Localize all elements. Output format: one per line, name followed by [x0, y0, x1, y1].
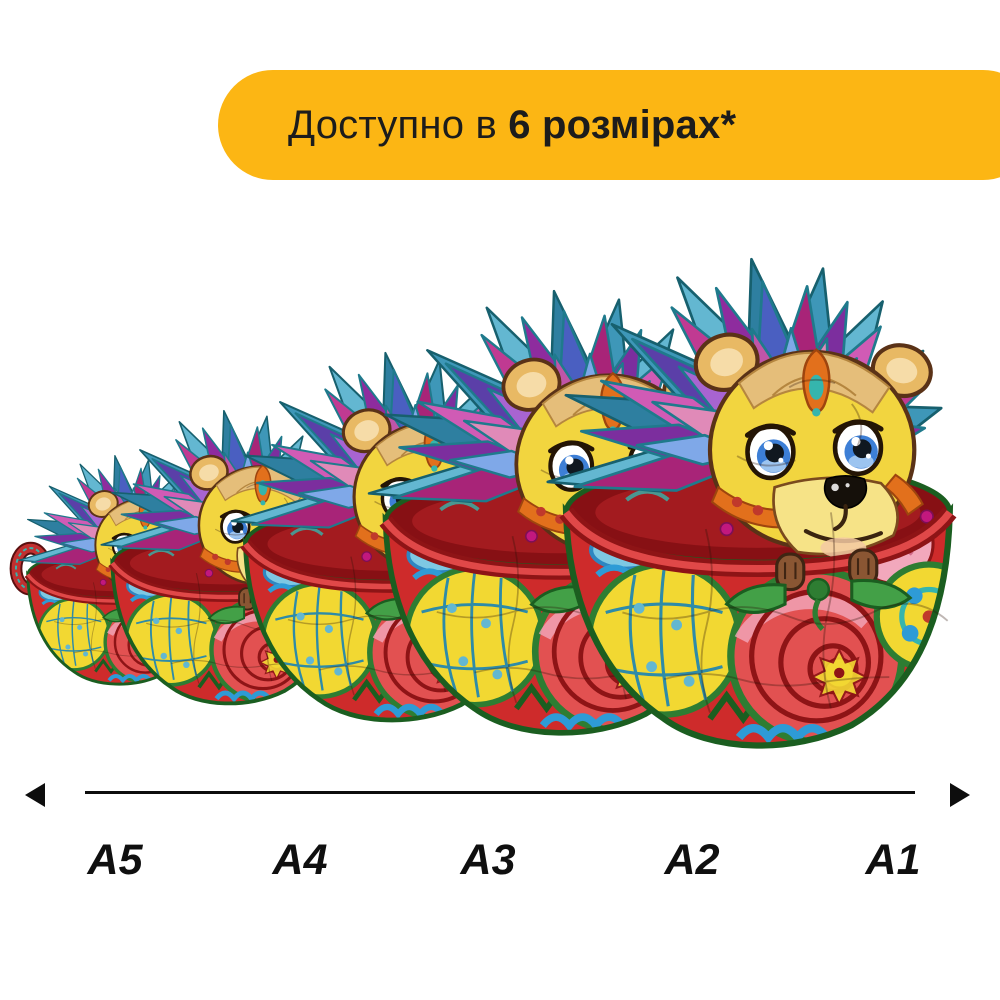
size-label-a3: A3	[460, 836, 516, 884]
right-arrowhead-icon	[950, 783, 970, 807]
size-axis-line	[85, 791, 915, 794]
banner-text-regular: Доступно в	[288, 102, 509, 147]
size-label-a2: A2	[664, 836, 720, 884]
size-label-a1: A1	[865, 836, 921, 884]
banner-text-bold: 6 розмірах*	[508, 102, 737, 147]
size-label-a4: A4	[272, 836, 328, 884]
sizes-banner: Доступно в 6 розмірах*	[218, 70, 1000, 180]
left-arrowhead-icon	[25, 783, 45, 807]
size-label-a5: A5	[87, 836, 143, 884]
banner-text: Доступно в 6 розмірах*	[288, 103, 736, 148]
